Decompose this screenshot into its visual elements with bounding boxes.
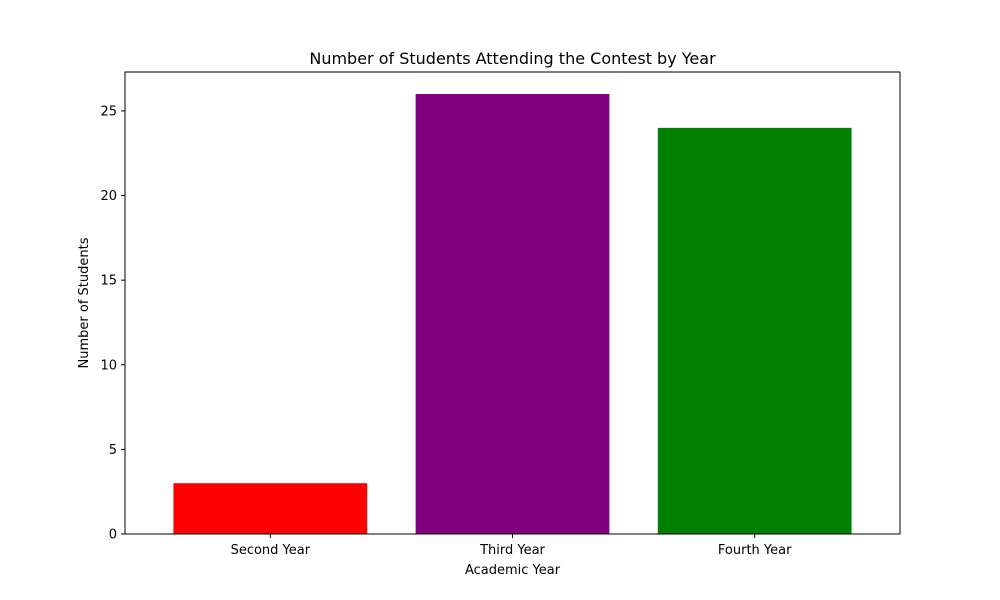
y-tick-label: 15: [100, 274, 117, 289]
x-axis: Second Year Third Year Fourth Year: [231, 534, 792, 558]
y-axis: 0 5 10 15 20 25: [100, 104, 125, 543]
y-tick-label: 0: [109, 528, 117, 543]
x-tick-label: Second Year: [231, 543, 311, 558]
y-tick-label: 20: [100, 189, 117, 204]
y-tick-label: 25: [100, 104, 117, 119]
x-tick-label: Fourth Year: [718, 543, 792, 558]
bar-third-year: [415, 94, 610, 534]
bar-second-year: [173, 483, 368, 534]
y-tick-label: 10: [100, 358, 117, 373]
y-tick-label: 5: [109, 443, 117, 458]
bar-fourth-year: [657, 127, 852, 534]
x-tick-label: Third Year: [479, 543, 545, 558]
x-axis-label: Academic Year: [465, 563, 561, 578]
y-axis-label: Number of Students: [77, 237, 92, 368]
bars-layer: [173, 94, 852, 534]
plot-frame: [124, 71, 901, 535]
chart-title: Number of Students Attending the Contest…: [309, 49, 716, 68]
